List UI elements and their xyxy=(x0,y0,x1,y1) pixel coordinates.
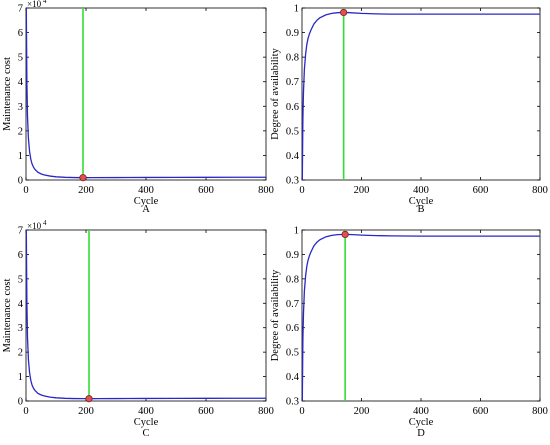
chart-panel-d: 0 200 400 600 800 0.3 0.4 0.5 0.6 0.7 0.8 0.9 1 Cycle… xyxy=(270,226,548,440)
y-tick-label: 4 xyxy=(18,77,24,88)
y-axis-label: Degree of availability xyxy=(270,47,281,139)
y-axis-label: Maintenance cost xyxy=(2,57,13,131)
y-tick-label: 6 xyxy=(18,28,23,39)
x-tick-label: 800 xyxy=(532,406,548,417)
y-tick-label: 1 xyxy=(294,226,299,237)
x-tick-label: 0 xyxy=(299,406,304,417)
y-tick-label: 7 xyxy=(18,4,23,15)
panel-label: D xyxy=(417,428,425,439)
plot-frame xyxy=(25,229,267,402)
plot-frame xyxy=(25,7,267,181)
y-axis-multiplier-exponent: 4 xyxy=(43,0,47,5)
x-axis-label: Cycle xyxy=(134,417,159,428)
x-tick-label: 200 xyxy=(78,406,94,417)
x-tick-label: 800 xyxy=(258,185,274,196)
y-axis-multiplier: ×10 xyxy=(27,221,42,231)
y-tick-label: 0 xyxy=(18,397,23,408)
optimum-marker xyxy=(341,230,349,238)
y-tick-label: 3 xyxy=(18,323,23,334)
x-axis-label: Cycle xyxy=(409,196,434,207)
x-tick-label: 200 xyxy=(78,185,94,196)
y-tick-label: 0.3 xyxy=(286,397,299,408)
y-tick-label: 2 xyxy=(18,348,23,359)
y-tick-label: 0.9 xyxy=(286,250,299,261)
y-tick-label: 1 xyxy=(18,372,23,383)
y-tick-label: 4 xyxy=(18,299,24,310)
x-tick-label: 400 xyxy=(413,406,429,417)
x-tick-label: 600 xyxy=(198,185,214,196)
panel-label: C xyxy=(142,428,149,439)
y-axis-multiplier-exponent: 4 xyxy=(43,219,47,227)
y-tick-label: 3 xyxy=(18,102,23,113)
y-tick-label: 5 xyxy=(18,53,23,64)
y-tick-label: 0.5 xyxy=(286,126,299,137)
y-tick-label: 0.3 xyxy=(286,176,299,187)
x-tick-label: 400 xyxy=(138,185,154,196)
y-axis-label: Degree of availability xyxy=(270,269,281,361)
plot-frame xyxy=(301,229,541,402)
y-tick-label: 0.8 xyxy=(286,274,299,285)
chart-panel-b: 0 200 400 600 800 0.3 0.4 0.5 0.6 0.7 0.8 0.9 1 Cycle… xyxy=(270,4,548,216)
x-tick-label: 400 xyxy=(138,406,154,417)
y-tick-label: 0 xyxy=(18,176,23,187)
y-axis-label: Maintenance cost xyxy=(2,279,13,353)
series-line xyxy=(302,233,540,401)
series-line xyxy=(26,230,266,400)
plot-frame xyxy=(301,7,541,181)
optimum-marker xyxy=(85,395,93,403)
x-tick-label: 0 xyxy=(23,185,28,196)
y-tick-label: 1 xyxy=(18,151,23,162)
y-tick-label: 1 xyxy=(294,4,299,15)
y-axis-multiplier: ×10 xyxy=(27,0,42,9)
y-tick-label: 0.9 xyxy=(286,28,299,39)
x-tick-label: 600 xyxy=(473,406,489,417)
y-tick-label: 0.6 xyxy=(286,323,299,334)
optimum-marker xyxy=(340,8,348,17)
x-tick-label: 800 xyxy=(258,406,274,417)
x-tick-label: 0 xyxy=(23,406,28,417)
y-tick-label: 0.6 xyxy=(286,102,299,113)
x-tick-label: 0 xyxy=(299,185,304,196)
y-tick-label: 0.7 xyxy=(286,77,299,88)
panel-label: B xyxy=(417,204,424,215)
y-tick-label: 6 xyxy=(18,250,23,261)
y-tick-label: 7 xyxy=(18,226,23,237)
series-line xyxy=(302,11,540,180)
x-tick-label: 200 xyxy=(354,185,370,196)
x-tick-label: 200 xyxy=(354,406,370,417)
x-tick-label: 800 xyxy=(532,185,548,196)
series-line xyxy=(26,8,266,179)
y-tick-label: 0.5 xyxy=(286,348,299,359)
x-tick-label: 600 xyxy=(473,185,489,196)
x-tick-label: 600 xyxy=(198,406,214,417)
y-tick-label: 0.7 xyxy=(286,299,299,310)
y-tick-label: 0.4 xyxy=(286,372,300,383)
x-axis-label: Cycle xyxy=(409,417,434,428)
y-tick-label: 2 xyxy=(18,126,23,137)
x-axis-label: Cycle xyxy=(134,196,159,207)
y-tick-label: 5 xyxy=(18,274,23,285)
y-tick-label: 0.8 xyxy=(286,53,299,64)
x-tick-label: 400 xyxy=(413,185,429,196)
y-tick-label: 0.4 xyxy=(286,151,300,162)
panel-label: A xyxy=(142,204,150,215)
optimum-marker xyxy=(79,174,87,182)
